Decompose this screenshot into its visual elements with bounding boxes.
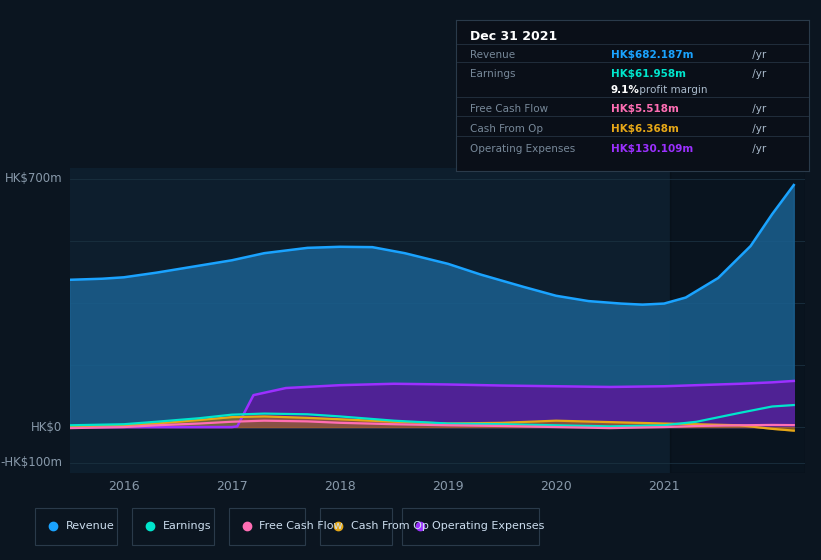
Text: /yr: /yr [749,69,766,80]
Text: -HK$100m: -HK$100m [1,456,62,469]
Text: 9.1%: 9.1% [611,85,640,95]
Bar [669,168,805,473]
Text: Revenue: Revenue [470,50,515,60]
Text: HK$682.187m: HK$682.187m [611,50,694,60]
Text: HK$6.368m: HK$6.368m [611,124,679,134]
Text: Free Cash Flow: Free Cash Flow [259,521,343,531]
Text: Earnings: Earnings [470,69,516,80]
Text: /yr: /yr [749,104,766,114]
Text: Cash From Op: Cash From Op [351,521,429,531]
Text: /yr: /yr [749,50,766,60]
FancyBboxPatch shape [402,507,539,545]
Text: Revenue: Revenue [66,521,115,531]
Text: Free Cash Flow: Free Cash Flow [470,104,548,114]
Text: Operating Expenses: Operating Expenses [470,143,575,153]
Text: Dec 31 2021: Dec 31 2021 [470,30,557,43]
Text: HK$61.958m: HK$61.958m [611,69,686,80]
Text: Cash From Op: Cash From Op [470,124,543,134]
FancyBboxPatch shape [320,507,392,545]
FancyBboxPatch shape [35,507,117,545]
Text: /yr: /yr [749,124,766,134]
Text: HK$0: HK$0 [31,421,62,433]
FancyBboxPatch shape [132,507,213,545]
Text: HK$700m: HK$700m [5,172,62,185]
Text: /yr: /yr [749,143,766,153]
Text: HK$130.109m: HK$130.109m [611,143,693,153]
Text: Earnings: Earnings [163,521,211,531]
FancyBboxPatch shape [229,507,305,545]
Text: profit margin: profit margin [635,85,707,95]
Text: HK$5.518m: HK$5.518m [611,104,679,114]
Text: Operating Expenses: Operating Expenses [433,521,545,531]
